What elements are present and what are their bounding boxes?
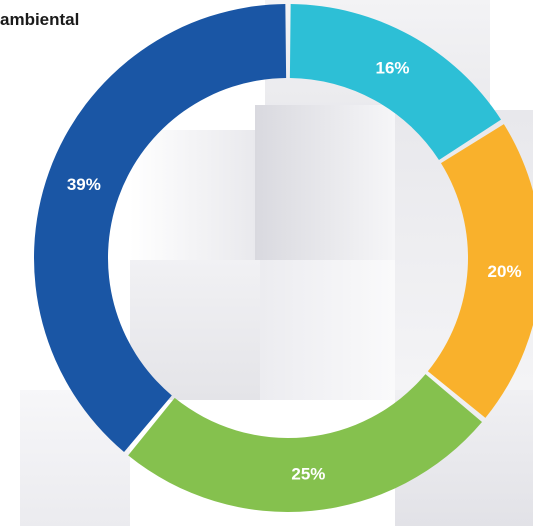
donut-slices: [34, 4, 533, 513]
donut-labels: 16% 20% 25% 39%: [67, 58, 522, 483]
background-panel: [260, 260, 395, 400]
donut-slice-4: [34, 4, 287, 453]
chart-title: ambiental: [0, 10, 80, 29]
slice-label-1: 16%: [376, 58, 410, 77]
slice-label-3: 25%: [291, 465, 325, 484]
slice-label-2: 20%: [488, 262, 522, 281]
background-panel: [130, 130, 255, 260]
background-panel: [255, 105, 395, 260]
donut-slice-2: [427, 124, 533, 418]
slice-label-4: 39%: [67, 175, 101, 194]
donut-slice-3: [128, 374, 483, 513]
donut-slice-1: [289, 4, 502, 160]
